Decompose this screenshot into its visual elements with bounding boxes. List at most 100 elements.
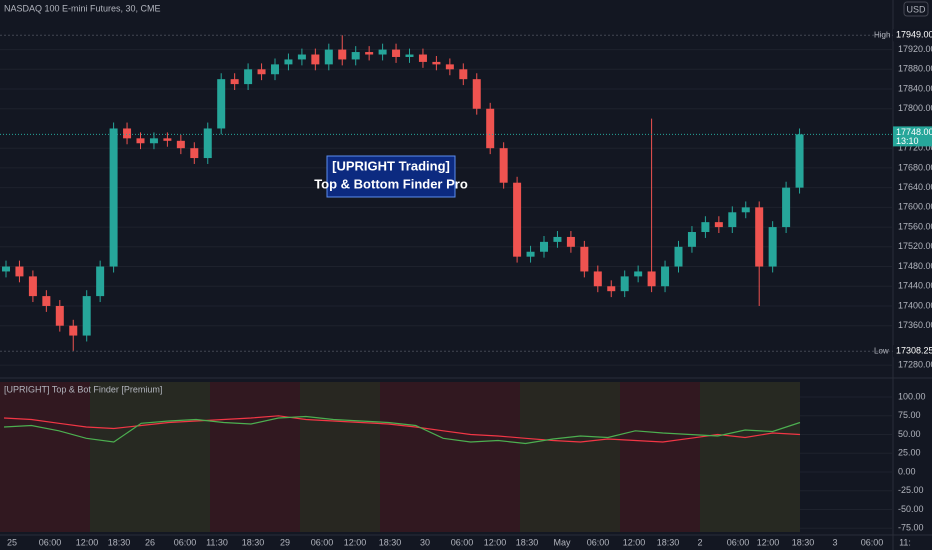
y-tick-label: 50.00 [898, 429, 921, 439]
candle-body [634, 271, 643, 277]
candle-body [566, 236, 575, 247]
last-price-value: 17748.00 [896, 127, 932, 137]
x-tick-label: 18:30 [516, 537, 539, 547]
candle-body [459, 69, 468, 80]
x-tick-label: 18:30 [108, 537, 131, 547]
x-tick-label: 18:30 [242, 537, 265, 547]
candle-body [15, 266, 24, 277]
candle-body [190, 148, 199, 159]
annotation-line: Top & Bottom Finder Pro [314, 176, 468, 191]
currency-button[interactable] [903, 1, 929, 17]
candle-body [351, 52, 360, 60]
y-tick-label: 75.00 [898, 410, 921, 420]
marker-value: 17308.25 [896, 346, 932, 356]
candle-body [661, 266, 670, 287]
candle-body [365, 52, 374, 55]
candle-body [338, 49, 347, 60]
candle-body [418, 54, 427, 62]
currency-label[interactable]: USD [906, 4, 926, 14]
y-tick-label: 17440.00 [898, 281, 932, 291]
marker-label: Low [874, 346, 889, 355]
candle-body [647, 271, 656, 287]
y-tick-label: 17520.00 [898, 241, 932, 251]
candle-body [593, 271, 602, 287]
y-tick-label: 17880.00 [898, 64, 932, 74]
indicator-background [0, 382, 800, 532]
candle-body [297, 54, 306, 60]
candle-body [687, 232, 696, 247]
candle-body [782, 187, 791, 228]
x-tick-label: 18:30 [379, 537, 402, 547]
countdown: 13:10 [896, 136, 919, 146]
marker-tag [893, 345, 932, 358]
candle-body [741, 207, 750, 213]
x-tick-label: 06:00 [587, 537, 610, 547]
candle-body [392, 49, 401, 57]
candle-body [109, 128, 118, 267]
x-tick-label: 18:30 [792, 537, 815, 547]
candle-body [378, 49, 387, 55]
x-tick-label: 30 [420, 537, 430, 547]
candle-body [136, 138, 145, 144]
candle-body [755, 207, 764, 267]
candle-body [620, 276, 629, 292]
candle-body [284, 59, 293, 65]
y-tick-label: -75.00 [898, 523, 924, 533]
candle-body [271, 64, 279, 75]
x-tick-label: 3 [832, 537, 837, 547]
candle-body [82, 296, 91, 336]
candle-body [445, 64, 454, 70]
candle-body [432, 61, 441, 65]
y-tick-label: 17920.00 [898, 44, 932, 54]
y-tick-label: -50.00 [898, 504, 924, 514]
x-tick-label: 12:00 [76, 537, 99, 547]
y-tick-label: 17680.00 [898, 162, 932, 172]
candle-body [28, 276, 37, 297]
y-tick-label: 17600.00 [898, 202, 932, 212]
last-price-tag [893, 126, 932, 147]
candle-body [176, 140, 185, 149]
candle-body [553, 236, 562, 242]
candle-body [311, 54, 320, 65]
x-tick-label: 2 [697, 537, 702, 547]
x-tick-label: 06:00 [727, 537, 750, 547]
y-tick-label: 100.00 [898, 391, 926, 401]
y-tick-label: 17480.00 [898, 261, 932, 271]
candle-body [244, 69, 253, 85]
candle-body [96, 266, 105, 297]
y-tick-label: 0.00 [898, 466, 916, 476]
annotation-line: [UPRIGHT Trading] [332, 158, 450, 173]
x-tick-label: 06:00 [39, 537, 62, 547]
candle-body [472, 79, 481, 109]
candle-body [163, 138, 172, 141]
indicator-title: [UPRIGHT] Top & Bot Finder [Premium] [4, 384, 162, 394]
candle-body [257, 69, 266, 75]
x-tick-label: 12:00 [484, 537, 507, 547]
y-tick-label: 17640.00 [898, 182, 932, 192]
candle-body [2, 266, 10, 272]
x-tick-label: 12:00 [623, 537, 646, 547]
candle-body [714, 222, 723, 228]
y-tick-label: 25.00 [898, 448, 921, 458]
candle-body [405, 54, 414, 57]
candle-body [203, 128, 212, 159]
x-tick-label: 26 [145, 537, 155, 547]
y-tick-label: 17400.00 [898, 300, 932, 310]
x-tick-label: 06:00 [861, 537, 884, 547]
candle-body [149, 138, 158, 144]
y-tick-label: -25.00 [898, 485, 924, 495]
y-tick-label: 17360.00 [898, 320, 932, 330]
candle-body [768, 227, 777, 267]
candle-body [795, 134, 804, 188]
annotation-box [326, 155, 456, 198]
y-tick-label: 17280.00 [898, 360, 932, 370]
y-tick-label: 17840.00 [898, 83, 932, 93]
y-tick-label: 17800.00 [898, 103, 932, 113]
x-tick-label: 06:00 [451, 537, 474, 547]
symbol-title: NASDAQ 100 E-mini Futures, 30, CME [4, 3, 161, 13]
y-tick-label: 17560.00 [898, 221, 932, 231]
x-tick-label: 06:00 [174, 537, 197, 547]
candle-body [728, 212, 737, 228]
x-tick-label: 11: [899, 537, 911, 547]
